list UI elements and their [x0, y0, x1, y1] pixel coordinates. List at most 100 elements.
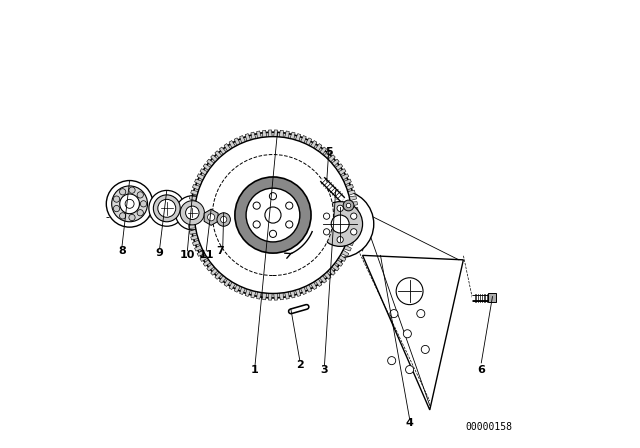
Circle shape [186, 206, 199, 220]
Polygon shape [189, 229, 196, 234]
Polygon shape [346, 185, 353, 190]
Circle shape [207, 214, 215, 221]
Text: 3: 3 [321, 365, 328, 375]
Polygon shape [268, 130, 272, 137]
Polygon shape [350, 224, 358, 228]
Polygon shape [251, 291, 256, 298]
Polygon shape [188, 224, 196, 228]
Polygon shape [328, 155, 335, 162]
Polygon shape [195, 245, 202, 251]
Circle shape [129, 187, 135, 193]
Polygon shape [341, 250, 349, 256]
Circle shape [307, 190, 374, 258]
Polygon shape [220, 276, 227, 283]
Polygon shape [295, 289, 301, 297]
Circle shape [403, 330, 412, 338]
Polygon shape [239, 287, 245, 294]
Polygon shape [262, 130, 267, 137]
Polygon shape [197, 174, 205, 180]
Circle shape [351, 228, 357, 235]
Polygon shape [188, 202, 196, 206]
Polygon shape [239, 136, 245, 143]
Polygon shape [245, 134, 251, 141]
Text: 00000158: 00000158 [466, 422, 513, 432]
Polygon shape [188, 213, 195, 217]
Circle shape [154, 195, 180, 222]
Circle shape [351, 213, 357, 220]
Polygon shape [274, 293, 278, 300]
Polygon shape [339, 168, 346, 175]
Polygon shape [348, 235, 355, 240]
Text: 10: 10 [180, 250, 195, 260]
Polygon shape [319, 276, 326, 283]
Circle shape [246, 188, 300, 242]
Polygon shape [324, 151, 331, 158]
Polygon shape [315, 279, 322, 286]
Circle shape [217, 213, 230, 226]
Circle shape [180, 201, 204, 225]
Polygon shape [324, 272, 331, 279]
Polygon shape [204, 209, 218, 225]
Polygon shape [188, 219, 195, 223]
Polygon shape [351, 207, 358, 211]
Polygon shape [200, 255, 207, 262]
Circle shape [129, 215, 135, 221]
Polygon shape [301, 287, 307, 294]
Polygon shape [332, 159, 339, 166]
Polygon shape [257, 292, 261, 299]
Circle shape [137, 210, 143, 216]
Text: 11: 11 [198, 250, 214, 260]
Circle shape [337, 237, 343, 243]
Circle shape [113, 196, 120, 202]
Circle shape [346, 203, 351, 208]
Circle shape [120, 213, 126, 219]
Circle shape [190, 132, 356, 298]
Polygon shape [285, 131, 289, 138]
Polygon shape [229, 141, 236, 148]
Polygon shape [200, 168, 207, 175]
Polygon shape [279, 293, 284, 300]
Circle shape [113, 206, 120, 212]
Polygon shape [224, 279, 231, 286]
Circle shape [269, 230, 276, 237]
Polygon shape [215, 272, 222, 279]
Polygon shape [290, 132, 295, 139]
Polygon shape [315, 144, 322, 151]
Polygon shape [362, 255, 463, 410]
Circle shape [149, 190, 185, 226]
Polygon shape [349, 229, 356, 234]
Polygon shape [310, 282, 317, 289]
Polygon shape [204, 259, 211, 266]
Circle shape [318, 202, 362, 246]
Polygon shape [285, 292, 289, 299]
Circle shape [221, 216, 227, 223]
Polygon shape [207, 264, 214, 271]
Polygon shape [211, 268, 218, 275]
Polygon shape [211, 155, 218, 162]
Circle shape [106, 181, 153, 227]
Polygon shape [234, 138, 241, 146]
Polygon shape [346, 240, 353, 246]
Polygon shape [344, 179, 351, 185]
Circle shape [253, 221, 260, 228]
Circle shape [195, 137, 351, 293]
Circle shape [137, 192, 143, 198]
Polygon shape [301, 136, 307, 143]
Polygon shape [295, 134, 301, 141]
Polygon shape [290, 291, 295, 298]
Polygon shape [268, 293, 272, 300]
Polygon shape [197, 250, 205, 256]
Polygon shape [191, 190, 198, 195]
Polygon shape [335, 164, 342, 171]
Polygon shape [251, 132, 256, 139]
Circle shape [396, 278, 423, 305]
Polygon shape [328, 268, 335, 275]
Circle shape [421, 345, 429, 353]
Polygon shape [305, 284, 312, 292]
Circle shape [285, 221, 293, 228]
Circle shape [265, 207, 281, 223]
Polygon shape [319, 147, 326, 155]
Polygon shape [262, 293, 267, 300]
Polygon shape [305, 138, 312, 146]
Circle shape [120, 194, 140, 214]
